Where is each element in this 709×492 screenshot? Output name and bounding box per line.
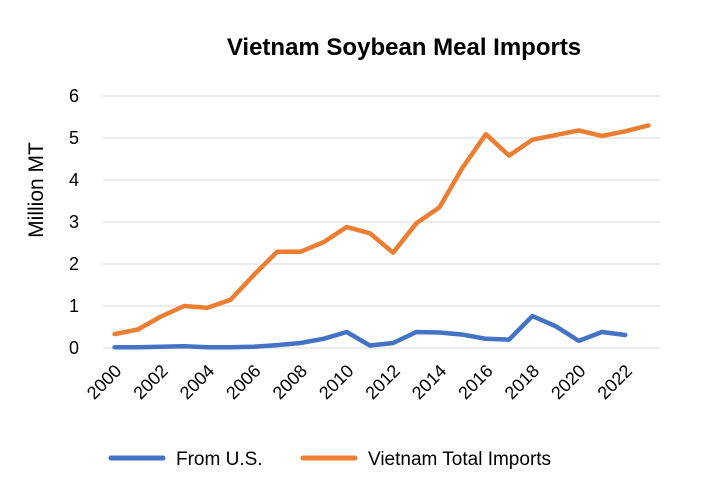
x-tick-label: 2008	[269, 361, 311, 403]
x-tick-labels: 2000 2002 2004 2006 2008 2010 2012 2014 2016 2018…	[83, 361, 636, 403]
x-tick-label: 2020	[547, 361, 589, 403]
y-tick-label: 6	[69, 86, 79, 106]
legend-label-1: Vietnam Total Imports	[368, 449, 551, 470]
x-tick-label: 2022	[594, 361, 636, 403]
x-tick-label: 2002	[129, 361, 171, 403]
y-axis-label: Million MT	[25, 142, 48, 238]
x-tick-label: 2016	[454, 361, 496, 403]
legend: From U.S. Vietnam Total Imports	[108, 449, 551, 470]
chart-title: Vietnam Soybean Meal Imports	[227, 34, 581, 61]
y-tick-label: 4	[69, 170, 79, 190]
y-tick-label: 5	[69, 128, 79, 148]
x-tick-label: 2012	[361, 361, 403, 403]
series-lines	[112, 123, 651, 350]
grid-lines	[103, 95, 660, 349]
legend-label-0: From U.S.	[176, 449, 263, 470]
series-line-0	[112, 313, 628, 350]
x-tick-label: 2014	[408, 361, 450, 403]
x-tick-label: 2018	[501, 361, 543, 403]
y-tick-label: 1	[69, 296, 79, 316]
x-tick-label: 2004	[176, 361, 218, 403]
y-tick-label: 3	[69, 212, 79, 232]
x-tick-label: 2006	[222, 361, 264, 403]
y-tick-labels: 0 1 2 3 4 5 6	[69, 86, 79, 358]
x-tick-label: 2010	[315, 361, 357, 403]
x-tick-label: 2000	[83, 361, 125, 403]
series-line-1	[112, 123, 651, 337]
y-tick-label: 0	[69, 338, 79, 358]
y-tick-label: 2	[69, 254, 79, 274]
